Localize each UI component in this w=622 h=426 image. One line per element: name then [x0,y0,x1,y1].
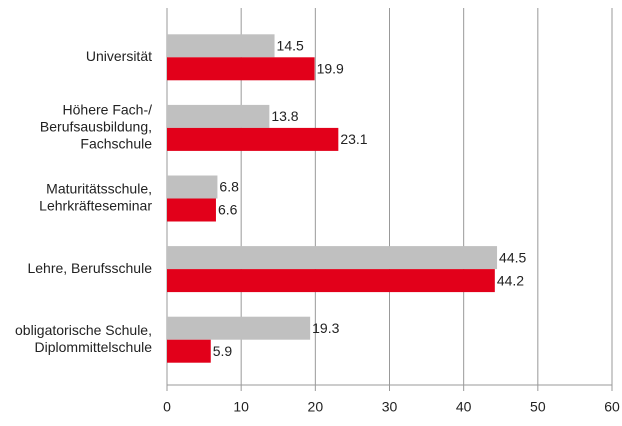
data-label: 14.5 [277,38,304,54]
data-label: 6.6 [218,202,238,218]
y-tick-label: Fachschule [80,136,152,152]
bar [167,316,311,340]
bar [167,57,315,81]
data-label: 6.8 [219,179,239,195]
x-tick-label: 60 [604,399,620,415]
data-label: 19.9 [317,61,344,77]
x-tick-label: 50 [530,399,546,415]
bar [167,175,218,199]
bar [167,246,498,270]
data-label: 23.1 [340,131,367,147]
y-tick-label: Diplommittelschule [35,339,153,355]
data-label: 44.5 [499,249,526,265]
y-tick-label: Universität [86,48,152,64]
x-tick-label: 30 [382,399,398,415]
y-tick-label: Lehrkräfteseminar [39,198,152,214]
data-label: 44.2 [497,272,524,288]
bar [167,339,211,363]
y-tick-label: Maturitätsschule, [46,181,152,197]
bar [167,269,495,293]
data-label: 5.9 [213,343,233,359]
bar [167,34,275,58]
x-tick-label: 0 [163,399,171,415]
bar [167,198,216,222]
y-tick-label: Lehre, Berufsschule [27,260,152,276]
x-tick-label: 10 [233,399,249,415]
y-tick-label: Berufsausbildung, [40,119,152,135]
bar [167,104,270,128]
y-tick-label: obligatorische Schule, [15,322,152,338]
y-tick-label: Höhere Fach-/ [63,102,153,118]
data-label: 19.3 [312,320,339,336]
bar [167,127,339,151]
x-tick-label: 40 [456,399,472,415]
data-label: 13.8 [271,108,298,124]
x-tick-label: 20 [308,399,324,415]
